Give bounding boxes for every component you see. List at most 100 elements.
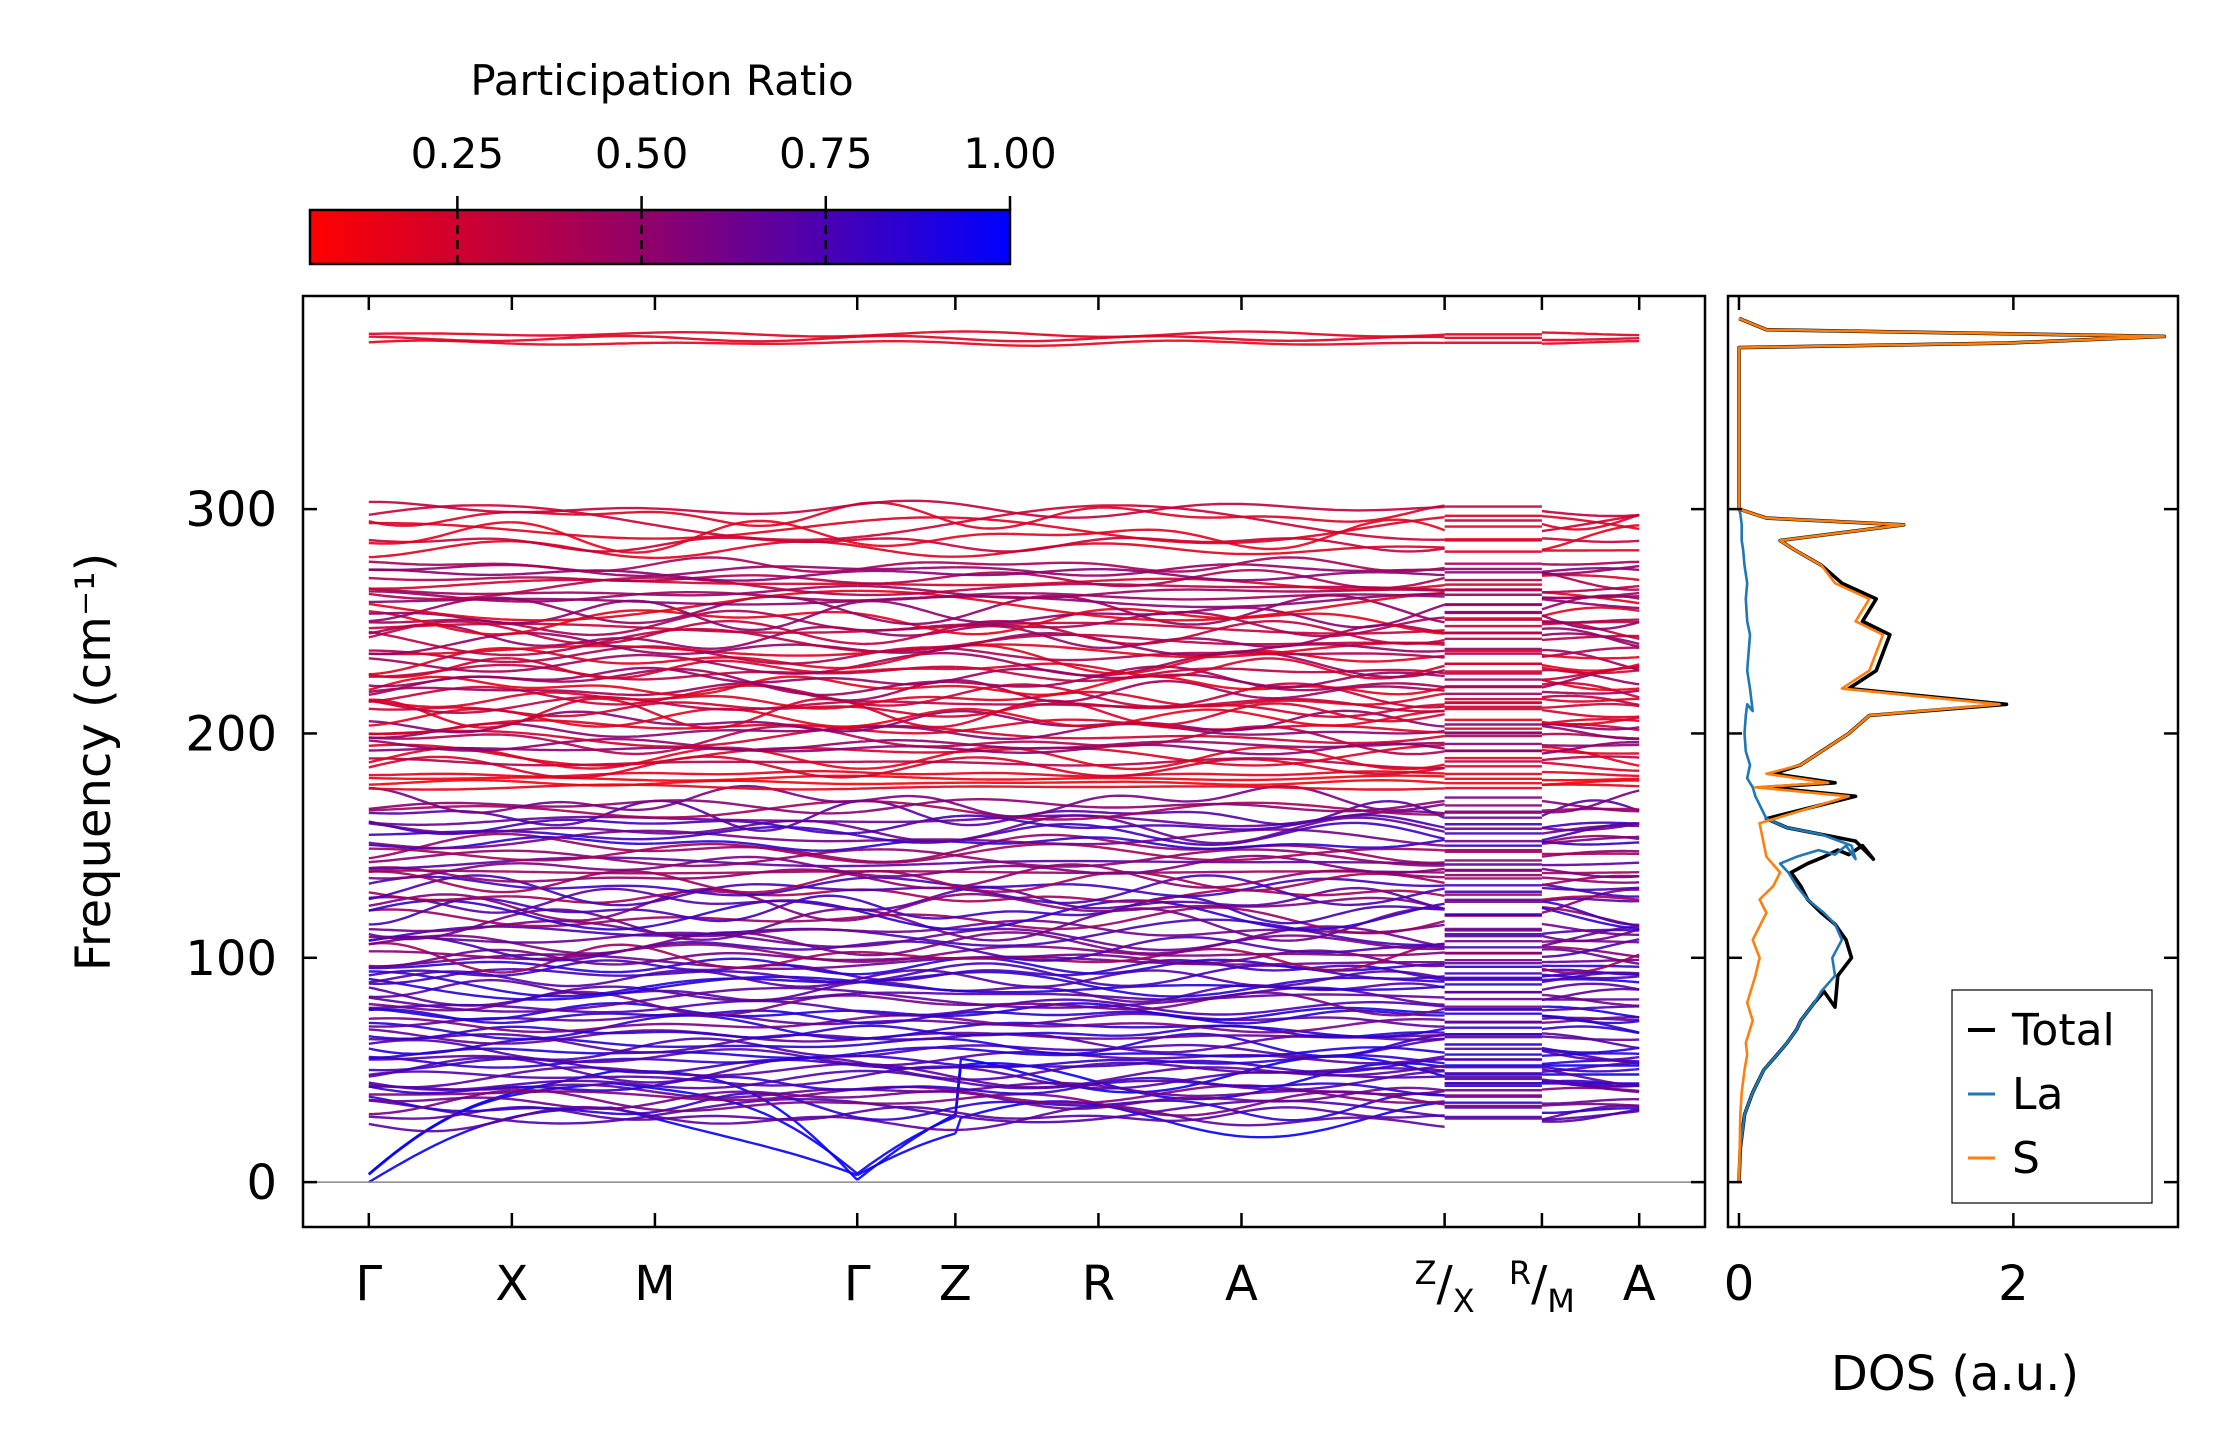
phonon-band (1241, 502, 1445, 512)
phonon-band (654, 620, 858, 645)
phonon-band (1241, 942, 1445, 972)
legend-frame (1951, 989, 2153, 1204)
phonon-band (955, 833, 1099, 853)
phonon-band (654, 666, 858, 684)
phonon-band (1541, 724, 1640, 741)
phonon-band (955, 647, 1099, 662)
phonon-band (1241, 629, 1445, 635)
phonon-band (955, 785, 1099, 789)
phonon-band (857, 725, 956, 735)
phonon-band (368, 1028, 512, 1045)
phonon-band (1098, 569, 1242, 588)
phonon-band (511, 1066, 656, 1075)
phonon-band (1098, 506, 1242, 519)
phonon-band (857, 1054, 956, 1067)
phonon-band (955, 582, 1099, 592)
phonon-band (955, 910, 1099, 919)
phonon-band (1241, 556, 1445, 573)
phonon-band (857, 330, 956, 337)
phonon-band (1541, 514, 1640, 531)
phonon-band (857, 1044, 956, 1058)
band-axes-frame (301, 294, 1707, 1229)
phonon-band (857, 781, 956, 786)
phonon-band (857, 594, 956, 602)
phonon-band (368, 786, 513, 814)
phonon-band (857, 794, 956, 805)
phonon-band (654, 627, 858, 634)
phonon-band (511, 984, 656, 998)
phonon-band (857, 994, 956, 1006)
phonon-band (1241, 1116, 1445, 1128)
phonon-band (368, 630, 512, 657)
phonon-band (1241, 515, 1445, 542)
y-tick-label: 0 (246, 1155, 277, 1211)
phonon-band (1541, 339, 1640, 345)
phonon-band (955, 1081, 1099, 1092)
phonon-band (368, 874, 513, 901)
phonon-band (857, 774, 956, 781)
phonon-band (1241, 799, 1445, 813)
phonon-band (654, 523, 858, 541)
phonon-band (857, 535, 956, 548)
phonon-band (511, 538, 656, 553)
phonon-band (654, 609, 858, 632)
phonon-band (1541, 871, 1640, 875)
phonon-band (1098, 780, 1242, 786)
phonon-band (1241, 746, 1445, 771)
colorbar: Participation Ratio 0.25 0.50 0.75 1.00 (308, 56, 1057, 266)
phonon-band (1541, 537, 1640, 544)
phonon-band (368, 587, 512, 596)
phonon-band (955, 746, 1099, 767)
phonon-band (857, 950, 956, 963)
dos-x-tick-label: 2 (1998, 1256, 2029, 1312)
phonon-band (1098, 601, 1242, 626)
phonon-band (511, 1075, 655, 1079)
phonon-band (856, 613, 956, 626)
phonon-band (511, 961, 656, 974)
phonon-bands (368, 330, 1640, 1184)
phonon-band (1098, 984, 1242, 1003)
phonon-band (1541, 895, 1640, 901)
phonon-band (368, 685, 513, 703)
phonon-band (368, 1096, 513, 1103)
phonon-band (1098, 825, 1242, 846)
phonon-band (955, 740, 1099, 747)
phonon-band (955, 612, 1099, 624)
dos-x-axis-label: DOS (a.u.) (1831, 1346, 2079, 1402)
phonon-band (368, 1057, 512, 1072)
phonon-band (1241, 504, 1445, 523)
phonon-band (857, 561, 956, 571)
phonon-band (955, 863, 1099, 889)
phonon-band (1541, 584, 1640, 594)
phonon-band (511, 1005, 656, 1014)
phonon-band (511, 576, 655, 595)
phonon-band (368, 820, 513, 836)
phonon-band (955, 728, 1099, 740)
phonon-band (1241, 877, 1445, 892)
phonon-band (1541, 513, 1640, 531)
phonon-band (857, 1009, 956, 1017)
phonon-band (1241, 848, 1445, 867)
phonon-band (955, 1017, 1099, 1028)
legend-label-s: S (2012, 1133, 2040, 1184)
phonon-band (511, 1106, 656, 1116)
phonon-band (1241, 896, 1445, 911)
phonon-band (1541, 570, 1640, 591)
phonon-band (1241, 902, 1445, 931)
phonon-band (1241, 709, 1445, 731)
phonon-band (1098, 1102, 1242, 1117)
phonon-band (368, 521, 513, 532)
k-point-label: Γ (355, 1256, 382, 1312)
phonon-band (511, 925, 655, 937)
phonon-band (511, 1023, 655, 1034)
colorbar-tick-label: 0.75 (779, 129, 873, 178)
legend-label-total: Total (2011, 1005, 2115, 1056)
phonon-band (1241, 1057, 1445, 1074)
phonon-band (955, 873, 1099, 893)
phonon-band (1098, 758, 1242, 778)
phonon-band (511, 1033, 655, 1054)
phonon-band (1098, 1110, 1242, 1122)
phonon-band (857, 1024, 956, 1036)
phonon-band (857, 644, 956, 653)
